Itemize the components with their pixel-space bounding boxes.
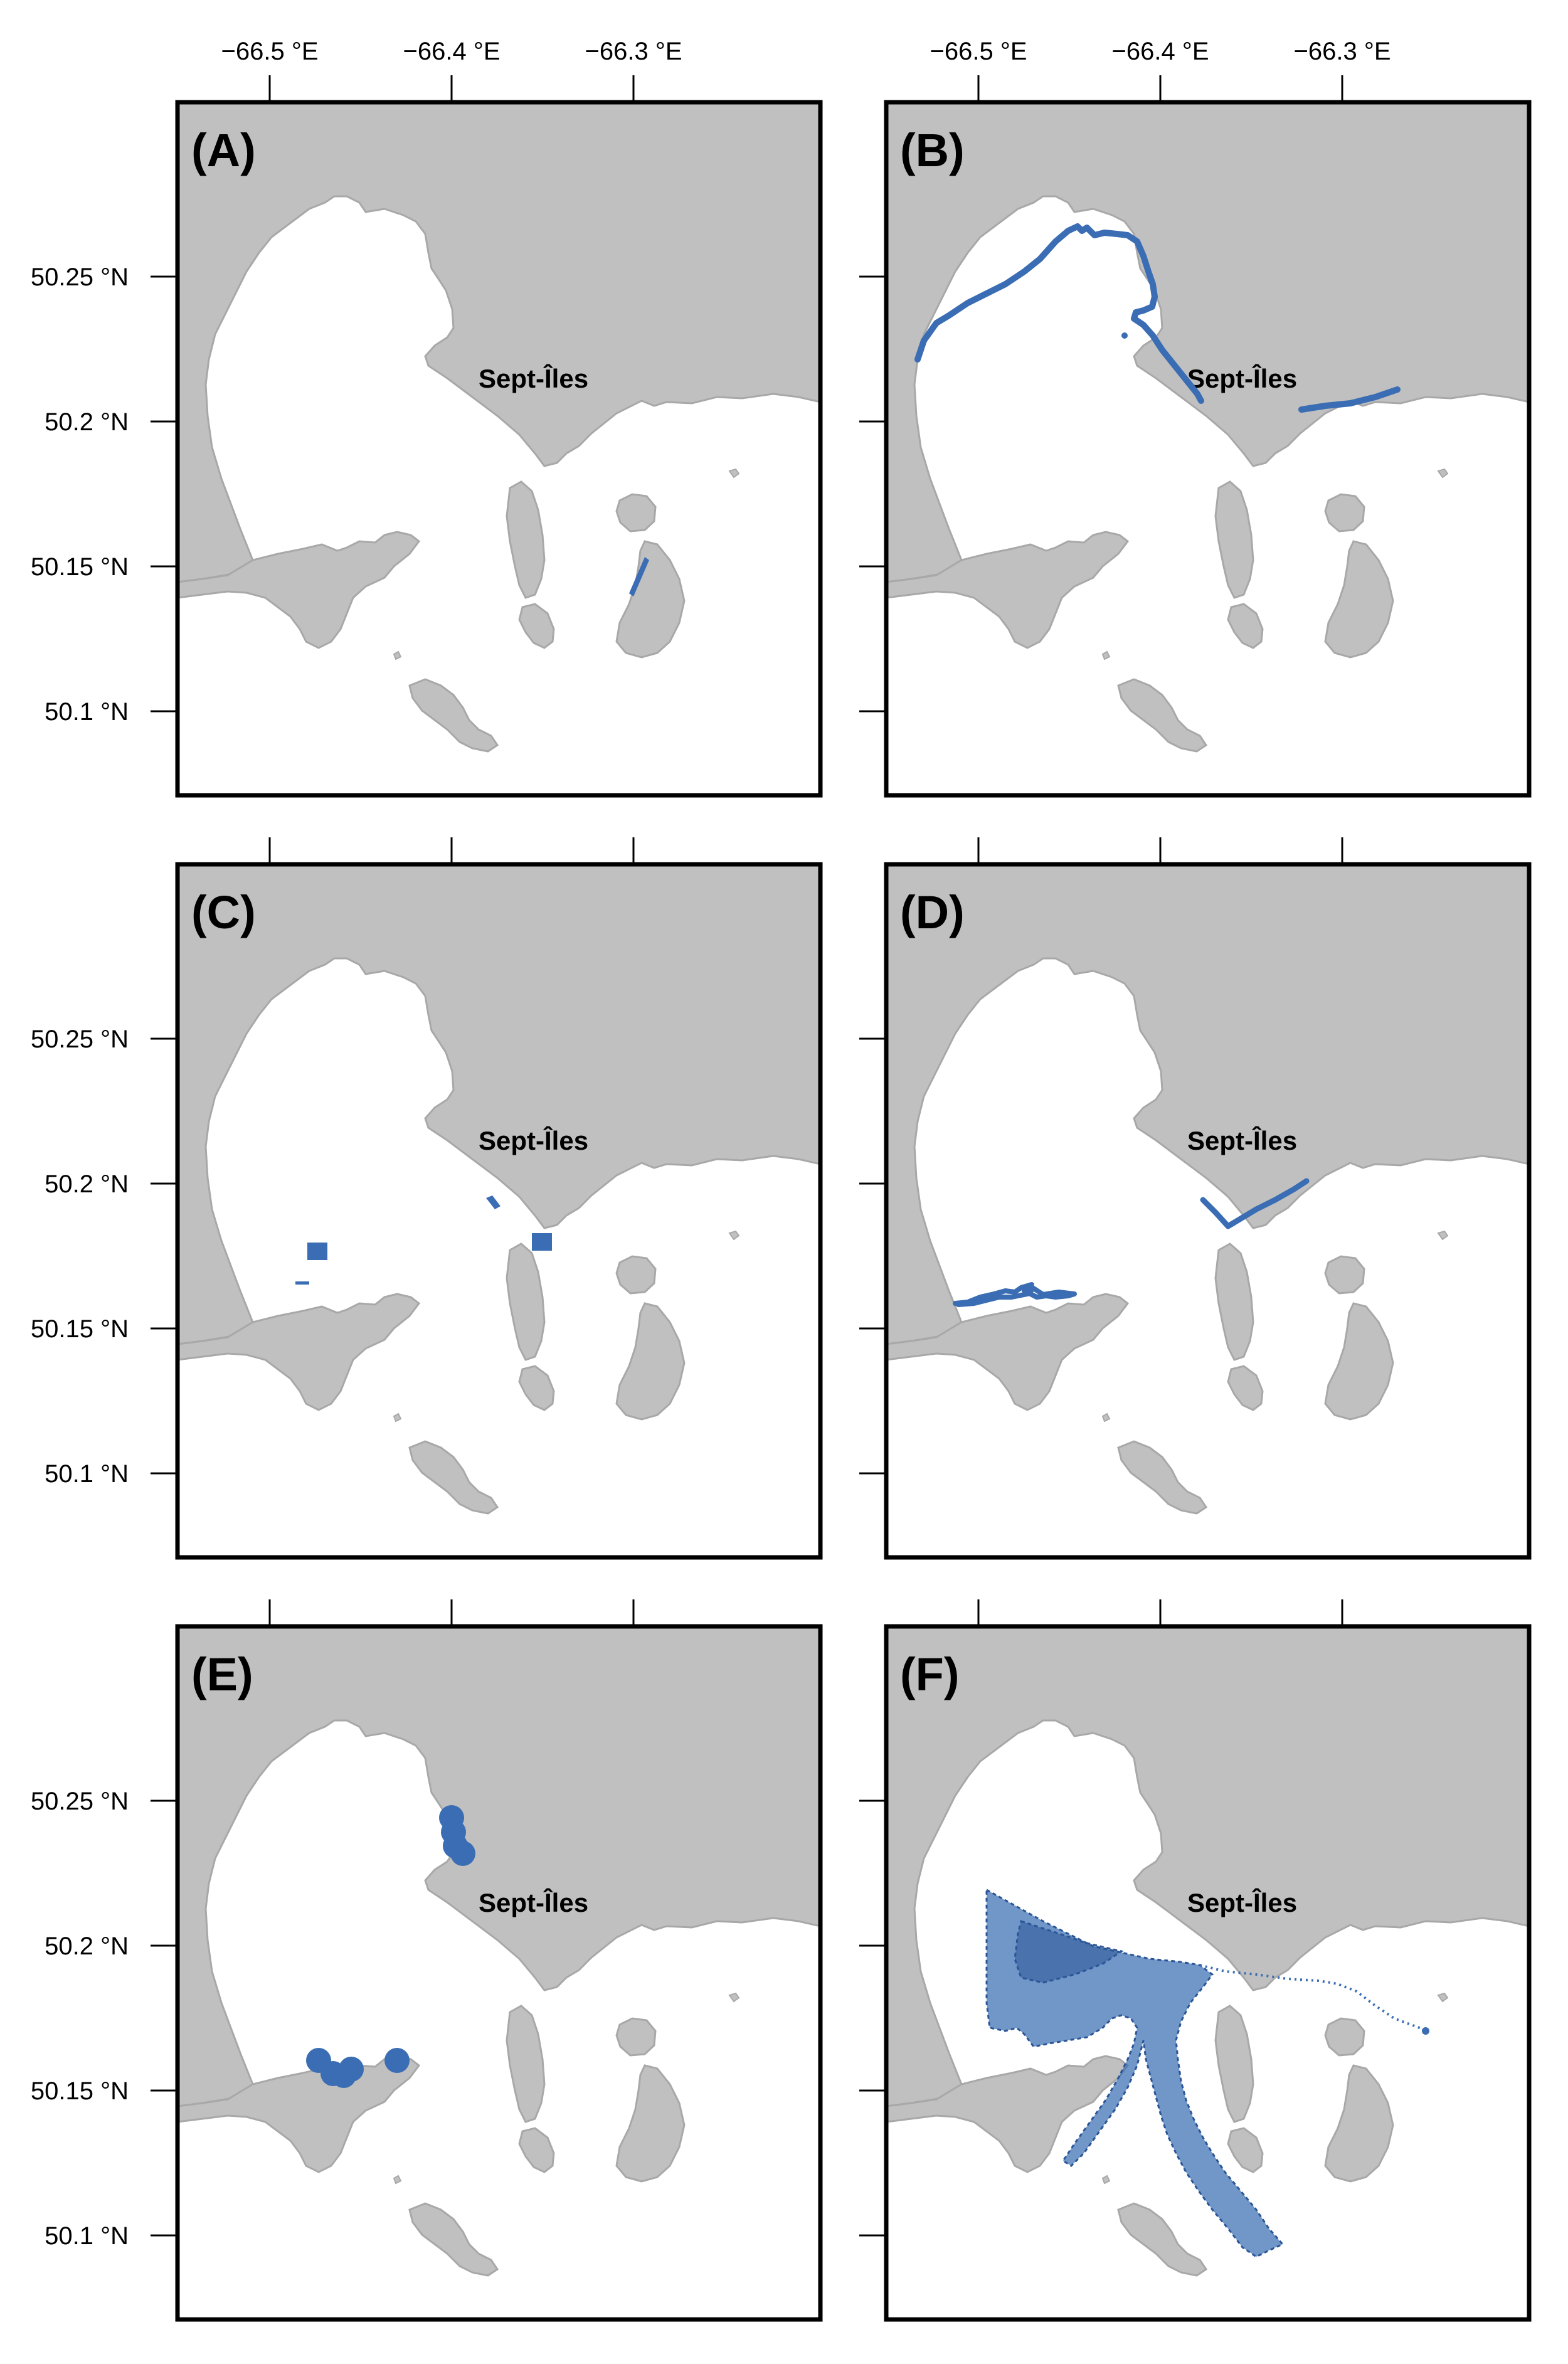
panel-d: Sept-Îles (D) <box>884 862 1532 1560</box>
lat-tick-label: 50.1 °N <box>45 2222 129 2250</box>
place-name-label: Sept-Îles <box>479 1887 588 1917</box>
feature-track-end <box>1422 2027 1429 2035</box>
place-name-label: Sept-Îles <box>479 1125 588 1155</box>
feature-shoreline <box>914 223 1204 404</box>
panel-label-f: (F) <box>900 1648 960 1700</box>
feature-track <box>1199 1964 1426 2032</box>
map-frame <box>175 1624 823 2322</box>
lat-tick-label: 50.15 °N <box>31 553 129 581</box>
lat-tick-label: 50.2 °N <box>45 408 129 436</box>
panel-label-e: (E) <box>191 1648 253 1700</box>
lat-tick-label: 50.15 °N <box>31 2077 129 2105</box>
place-name-label: Sept-Îles <box>1187 1125 1297 1155</box>
feature-point <box>384 2048 410 2073</box>
map-frame <box>175 862 823 1560</box>
panel-label-d: (D) <box>900 886 965 938</box>
panel-e: Sept-Îles (E) <box>175 1624 823 2322</box>
lat-tick-label: 50.1 °N <box>45 1460 129 1488</box>
feature-square <box>307 1243 327 1260</box>
panel-label-b: (B) <box>900 124 965 176</box>
lat-tick-label: 50.1 °N <box>45 698 129 726</box>
lat-tick-label: 50.2 °N <box>45 1170 129 1198</box>
feature-polygon <box>629 557 649 596</box>
feature-point <box>339 2057 364 2082</box>
feature-inner-polygon <box>1014 1920 1124 1984</box>
top-axis-right: −66.5 °E −66.4 °E −66.3 °E <box>930 38 1391 102</box>
feature-polygon <box>486 1195 501 1209</box>
feature-coastline <box>953 1282 1077 1307</box>
panel-c: Sept-Îles (C) <box>175 862 823 1560</box>
panel-a: Sept-Îles (A) <box>175 100 823 798</box>
lat-ticks <box>151 275 886 2237</box>
lat-tick-label: 50.25 °N <box>31 1026 129 1053</box>
lat-tick-label: 50.25 °N <box>31 1788 129 1815</box>
place-name-label: Sept-Îles <box>479 363 588 393</box>
left-axis-row1: 50.25 °N 50.2 °N 50.15 °N 50.1 °N <box>31 263 129 726</box>
lon-tick-label: −66.4 °E <box>1112 38 1209 65</box>
lat-tick-label: 50.2 °N <box>45 1932 129 1960</box>
map-frame <box>884 862 1532 1560</box>
panel-f: Sept-Îles (F) <box>884 1624 1532 2322</box>
place-name-label: Sept-Îles <box>1187 1887 1297 1917</box>
feature-area-polygon <box>985 1888 1285 2258</box>
lat-tick-label: 50.15 °N <box>31 1315 129 1343</box>
panel-label-a: (A) <box>191 124 256 176</box>
feature-point <box>450 1841 475 1866</box>
panel-label-c: (C) <box>191 886 256 938</box>
map-frame <box>175 100 823 798</box>
feature-point <box>1121 332 1128 339</box>
feature-square <box>532 1233 552 1251</box>
feature-coastline <box>1200 1178 1310 1229</box>
left-axis-row2: 50.25 °N 50.2 °N 50.15 °N 50.1 °N <box>31 1026 129 1488</box>
top-axis-left: −66.5 °E −66.4 °E −66.3 °E <box>221 38 682 102</box>
panel-b: Sept-Îles (B) <box>884 100 1532 798</box>
place-name-label: Sept-Îles <box>1187 363 1297 393</box>
lon-tick-label: −66.5 °E <box>930 38 1027 65</box>
lon-tick-label: −66.4 °E <box>403 38 501 65</box>
row-ticks <box>268 837 1343 1626</box>
feature-shoreline <box>1298 386 1401 413</box>
lon-tick-label: −66.5 °E <box>221 38 319 65</box>
left-axis-row3: 50.25 °N 50.2 °N 50.15 °N 50.1 °N <box>31 1788 129 2250</box>
lat-tick-label: 50.25 °N <box>31 263 129 291</box>
feature-square <box>295 1281 309 1285</box>
lon-tick-label: −66.3 °E <box>1294 38 1391 65</box>
map-frame <box>884 100 1532 798</box>
lon-tick-label: −66.3 °E <box>585 38 682 65</box>
map-frame <box>884 1624 1532 2322</box>
